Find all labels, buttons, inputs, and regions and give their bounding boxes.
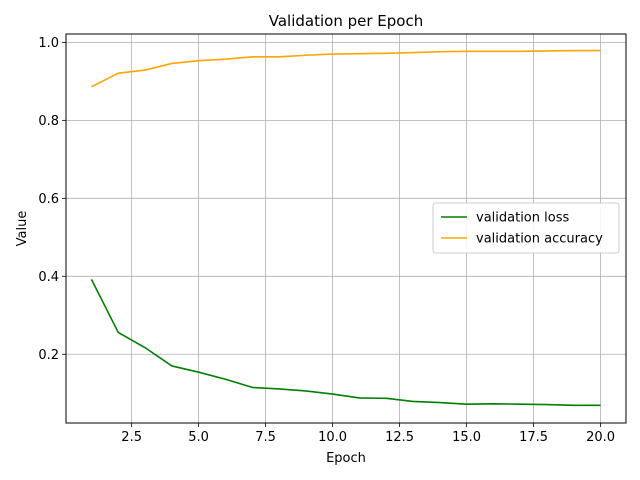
series-layer: [90, 49, 601, 407]
x-tick-label: 2.5: [121, 430, 142, 445]
chart-title: Validation per Epoch: [269, 12, 423, 30]
validation-accuracy-line: [91, 49, 601, 88]
legend-box: [432, 202, 620, 254]
ticks-layer: 2.5 5.0 7.5 10.0 12.5 15.0 17.5 20.0 0.2 0.4 0.6 0.…: [38, 36, 615, 445]
x-tick-label: 7.5: [255, 430, 276, 445]
legend: validation loss validation accuracy: [432, 202, 620, 254]
x-tick-label: 15.0: [452, 430, 481, 445]
x-tick-label: 12.5: [385, 430, 414, 445]
plot-frame: [65, 33, 627, 424]
y-tick-label: 0.8: [38, 114, 59, 129]
x-tick-label: 5.0: [188, 430, 209, 445]
x-tick-label: 10.0: [318, 430, 347, 445]
y-tick-label: 0.2: [38, 348, 59, 363]
y-axis-label: Value: [15, 211, 30, 247]
x-tick-label: 20.0: [586, 430, 615, 445]
y-tick-label: 1.0: [38, 36, 59, 51]
legend-label-validation-accuracy: validation accuracy: [476, 232, 603, 247]
x-axis-label: Epoch: [326, 451, 366, 466]
grid-layer: [66, 34, 626, 423]
legend-label-validation-loss: validation loss: [476, 211, 569, 226]
y-tick-label: 0.4: [38, 270, 59, 285]
x-tick-label: 17.5: [519, 430, 548, 445]
y-tick-label: 0.6: [38, 192, 59, 207]
validation-loss-line: [90, 279, 601, 407]
